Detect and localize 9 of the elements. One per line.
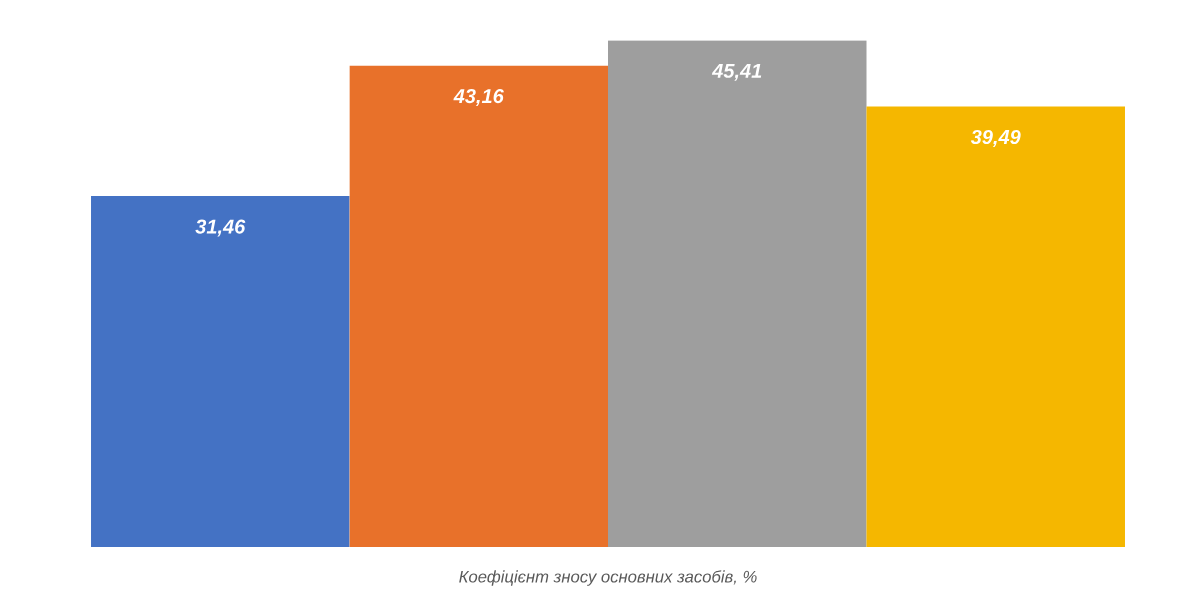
data-label: 43,16 [453, 88, 504, 107]
data-label: 39,49 [970, 129, 1021, 147]
data-label: 45,41 [711, 63, 762, 81]
bar [91, 196, 350, 547]
bar [866, 106, 1125, 547]
bar [608, 40, 867, 547]
bar [349, 65, 609, 547]
data-label: 31,46 [195, 219, 246, 237]
x-axis-title: Коефіцієнт зносу основних засобів, % [459, 570, 757, 586]
